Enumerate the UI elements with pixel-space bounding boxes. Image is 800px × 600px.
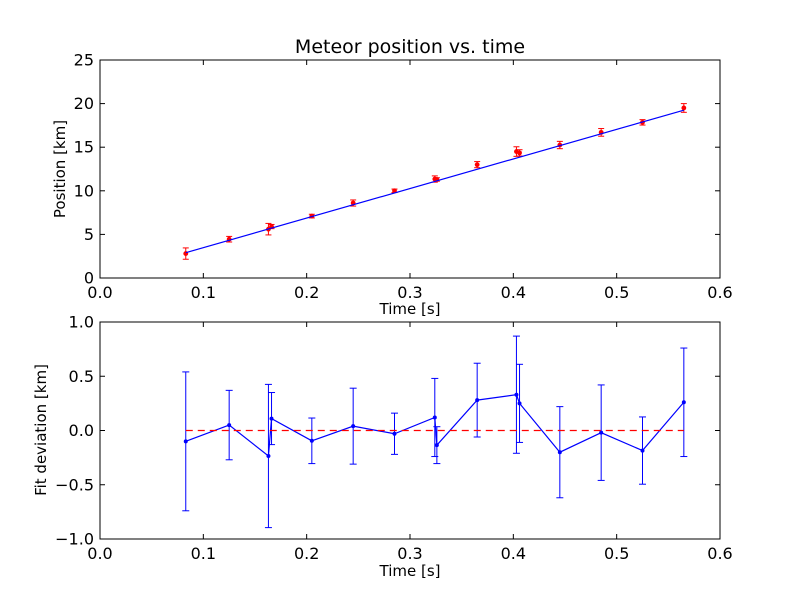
position-xtick-label: 0.6 (707, 283, 732, 302)
deviation-data-point (351, 424, 356, 429)
deviation-data-point (392, 431, 397, 436)
deviation-plot-xlabel: Time [s] (379, 562, 441, 580)
deviation-xtick-label: 0.1 (191, 544, 216, 563)
deviation-line (185, 394, 685, 458)
deviation-plot-ticks: 0.0 0.1 0.2 0.3 0.4 0.5 0.6 −1.0 −0.5 0.0 0.5 1.0 (55, 313, 733, 564)
deviation-data-point (183, 439, 188, 444)
position-plot-title: Meteor position vs. time (295, 36, 525, 58)
position-data-point (474, 162, 480, 168)
deviation-data-point (269, 416, 274, 421)
position-plot: Meteor position vs. time 0.0 0.1 0.2 0.3 0.4… (51, 36, 733, 318)
deviation-ytick-label: −0.5 (55, 475, 94, 494)
deviation-data-point (227, 423, 232, 428)
deviation-data-point (309, 438, 314, 443)
deviation-data-point (266, 453, 271, 458)
deviation-plot-marks (182, 335, 688, 529)
position-plot-xlabel: Time [s] (379, 300, 441, 318)
position-ytick-label: 25 (74, 51, 94, 70)
deviation-ytick-label: 0.5 (69, 367, 94, 386)
position-ytick-label: 15 (74, 138, 94, 157)
deviation-data-point (432, 415, 437, 420)
deviation-data-point (475, 398, 480, 403)
deviation-xtick-label: 0.6 (707, 544, 732, 563)
deviation-data-point (434, 443, 439, 448)
deviation-xtick-label: 0.2 (294, 544, 319, 563)
position-ytick-label: 5 (84, 225, 94, 244)
deviation-xtick-label: 0.3 (397, 544, 422, 563)
deviation-data-point (599, 430, 604, 435)
deviation-data-point (517, 401, 522, 406)
deviation-data-point (514, 392, 519, 397)
fit-line (185, 109, 684, 254)
position-xtick-label: 0.5 (604, 283, 629, 302)
deviation-data-point (681, 400, 686, 405)
deviation-ytick-label: −1.0 (55, 530, 94, 549)
deviation-ytick-label: 0.0 (69, 421, 94, 440)
deviation-data-point (557, 450, 562, 455)
position-xtick-label: 0.4 (501, 283, 526, 302)
position-ytick-label: 10 (74, 181, 94, 200)
deviation-xtick-label: 0.5 (604, 544, 629, 563)
deviation-data-point (640, 448, 645, 453)
position-xtick-label: 0.3 (397, 283, 422, 302)
position-data-point (681, 105, 687, 111)
position-plot-ticks: 0.0 0.1 0.2 0.3 0.4 0.5 0.6 0 5 10 15 20 25 (74, 51, 733, 303)
position-ytick-label: 20 (74, 94, 94, 113)
deviation-plot-ylabel: Fit deviation [km] (32, 364, 50, 496)
position-plot-marks (182, 103, 687, 260)
deviation-xtick-label: 0.0 (87, 544, 112, 563)
deviation-ytick-label: 1.0 (69, 313, 94, 332)
position-xtick-label: 0.1 (191, 283, 216, 302)
position-xtick-label: 0.0 (87, 283, 112, 302)
deviation-plot: 0.0 0.1 0.2 0.3 0.4 0.5 0.6 −1.0 −0.5 0.0 0.5 1.0 T… (32, 313, 733, 581)
position-ytick-label: 0 (84, 269, 94, 288)
position-plot-ylabel: Position [km] (51, 120, 69, 218)
position-xtick-label: 0.2 (294, 283, 319, 302)
deviation-xtick-label: 0.4 (501, 544, 526, 563)
position-data-point (517, 150, 522, 156)
